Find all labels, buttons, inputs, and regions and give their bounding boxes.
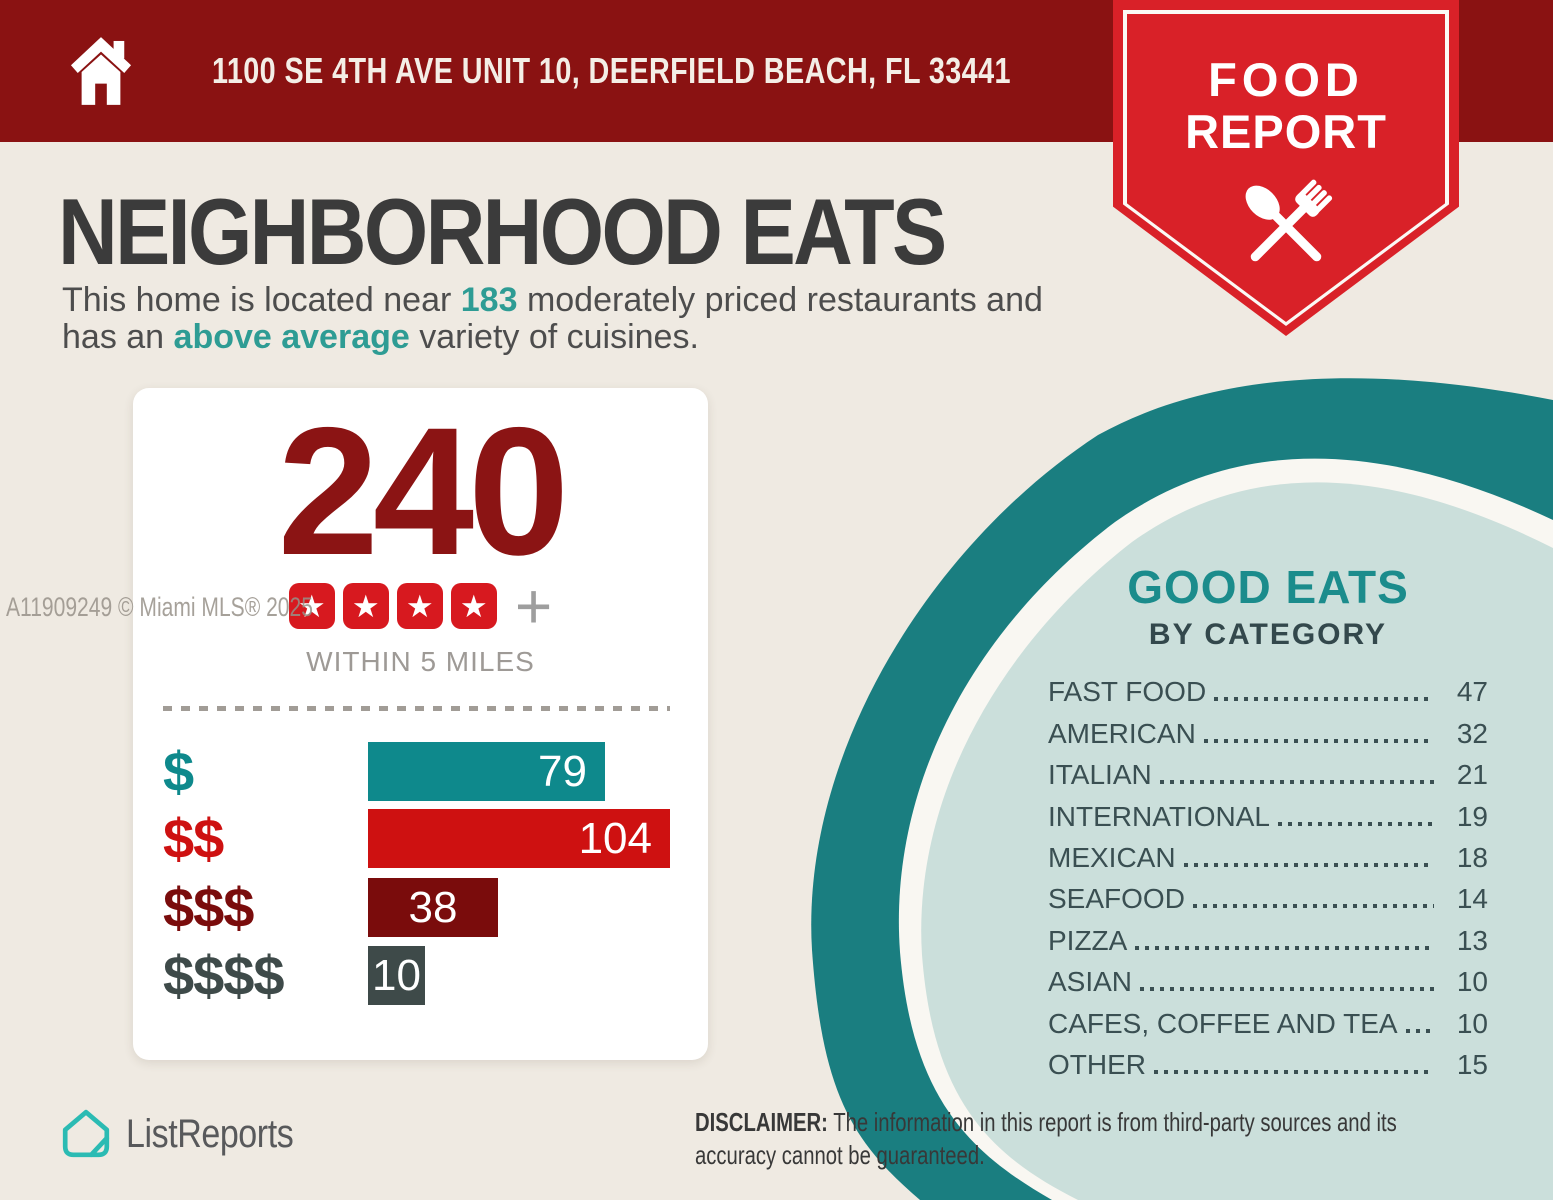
price-bar: 104	[368, 809, 670, 868]
disclaimer-line1: The information in this report is from t…	[827, 1107, 1397, 1137]
summary-card: 240 ★ ★ ★ ★ + WITHIN 5 MILES $ 79 $$ 104 $$$…	[133, 388, 708, 1060]
disclaimer-line2: accuracy cannot be guaranteed.	[695, 1140, 985, 1170]
star-icon: ★	[450, 583, 497, 629]
intro-seg1: This home is located near	[62, 281, 461, 319]
price-bar: 79	[368, 742, 605, 801]
bar-value: 10	[372, 950, 421, 1000]
category-row: AMERICAN 32	[1048, 713, 1488, 754]
ribbon-inner: FOOD REPORT	[1127, 14, 1445, 322]
intro-seg3: has an	[62, 318, 174, 356]
category-label: ITALIAN	[1048, 759, 1152, 791]
dotted-leader	[1192, 904, 1434, 909]
dotted-leader	[1277, 821, 1434, 826]
category-label: OTHER	[1048, 1048, 1146, 1080]
category-value: 32	[1456, 717, 1488, 749]
category-row: PIZZA 13	[1048, 920, 1488, 961]
good-eats-panel: GOOD EATS BY CATEGORY FAST FOOD 47 AMERIC…	[1048, 560, 1488, 1080]
dotted-leader	[1203, 738, 1434, 743]
dotted-leader	[1405, 1028, 1434, 1033]
category-row: ASIAN 10	[1048, 962, 1488, 1003]
restaurant-count-inline: 183	[460, 281, 518, 319]
circle-fill	[921, 482, 1553, 1200]
star-icon: ★	[288, 583, 335, 629]
dashed-divider	[163, 706, 670, 711]
category-row: INTERNATIONAL 19	[1048, 796, 1488, 837]
plus-sign: +	[514, 570, 553, 642]
category-label: FAST FOOD	[1048, 676, 1207, 708]
category-value: 10	[1456, 1007, 1488, 1039]
category-label: AMERICAN	[1048, 717, 1196, 749]
intro-seg2: moderately priced restaurants and	[517, 281, 1043, 319]
spoon-and-fork-icon	[1245, 180, 1333, 262]
bar-value: 104	[578, 813, 652, 863]
address-banner: 1100 SE 4TH AVE UNIT 10, DEERFIELD BEACH…	[0, 0, 1553, 142]
ribbon-title-line1: FOOD	[1208, 53, 1364, 106]
good-eats-title: GOOD EATS	[1127, 561, 1409, 613]
star-rating: ★ ★ ★ ★ +	[133, 570, 708, 642]
price-bar: 10	[368, 946, 425, 1005]
category-row: CAFES, COFFEE AND TEA 10	[1048, 1003, 1488, 1044]
category-label: ASIAN	[1048, 966, 1133, 998]
dotted-leader	[1154, 1069, 1434, 1074]
good-eats-subtitle: BY CATEGORY	[1148, 618, 1388, 651]
category-value: 19	[1456, 800, 1488, 832]
price-tier-label: $$$	[163, 876, 254, 939]
food-report-ribbon: FOOD REPORT	[1113, 0, 1459, 336]
listreports-wordmark: ListReports	[126, 1111, 294, 1156]
restaurant-total-count: 240	[277, 389, 570, 593]
dotted-leader	[1135, 945, 1434, 950]
category-row: FAST FOOD 47	[1048, 672, 1488, 713]
disclaimer-label: DISCLAIMER:	[695, 1107, 828, 1137]
category-value: 10	[1456, 966, 1488, 998]
category-value: 14	[1456, 883, 1488, 915]
category-label: SEAFOOD	[1048, 883, 1185, 915]
star-icon: ★	[342, 583, 389, 629]
page-title: NEIGHBORHOOD EATS	[58, 179, 947, 284]
mls-watermark: A11909249 © Miami MLS® 2025	[6, 592, 313, 622]
property-address: 1100 SE 4TH AVE UNIT 10, DEERFIELD BEACH…	[212, 50, 1011, 91]
category-value: 21	[1456, 759, 1488, 791]
price-tier-label: $	[163, 740, 194, 803]
intro-text: This home is located near 183 moderately…	[62, 282, 1043, 356]
dotted-leader	[1183, 862, 1434, 867]
category-row: OTHER 15	[1048, 1045, 1488, 1086]
radius-label: WITHIN 5 MILES	[306, 646, 535, 677]
price-tier-label: $$$$	[163, 944, 285, 1007]
dotted-leader	[1159, 780, 1434, 785]
dotted-leader	[1214, 697, 1434, 702]
disclaimer: DISCLAIMER: The information in this repo…	[695, 1106, 1397, 1172]
price-bar: 38	[368, 878, 498, 937]
price-tier-label: $$	[163, 807, 224, 870]
home-icon	[70, 37, 132, 105]
category-value: 13	[1456, 924, 1488, 956]
price-bar-row: $ 79	[163, 740, 708, 803]
intro-seg4: variety of cuisines.	[409, 318, 699, 356]
bar-value: 38	[408, 882, 458, 932]
category-label: MEXICAN	[1048, 841, 1176, 873]
dotted-leader	[1140, 987, 1434, 992]
category-label: CAFES, COFFEE AND TEA	[1048, 1007, 1398, 1039]
listreports-logo: ListReports	[60, 1108, 323, 1160]
category-row: MEXICAN 18	[1048, 838, 1488, 879]
category-label: INTERNATIONAL	[1048, 800, 1270, 832]
category-value: 15	[1456, 1048, 1488, 1080]
category-label: PIZZA	[1048, 924, 1128, 956]
category-value: 18	[1456, 841, 1488, 873]
ribbon-title-line2: REPORT	[1185, 105, 1387, 158]
variety-highlight: above average	[173, 318, 410, 356]
price-bar-row: $$$$ 10	[163, 944, 708, 1007]
price-bar-row: $$$ 38	[163, 876, 708, 939]
listreports-house-icon	[62, 1109, 110, 1158]
category-row: ITALIAN 21	[1048, 755, 1488, 796]
bar-value: 79	[538, 746, 587, 796]
good-eats-list: FAST FOOD 47 AMERICAN 32 ITALIAN 21 INTERNA…	[1048, 672, 1488, 1086]
price-bar-row: $$ 104	[163, 807, 708, 870]
category-value: 47	[1456, 676, 1488, 708]
star-icon: ★	[396, 583, 443, 629]
category-row: SEAFOOD 14	[1048, 879, 1488, 920]
